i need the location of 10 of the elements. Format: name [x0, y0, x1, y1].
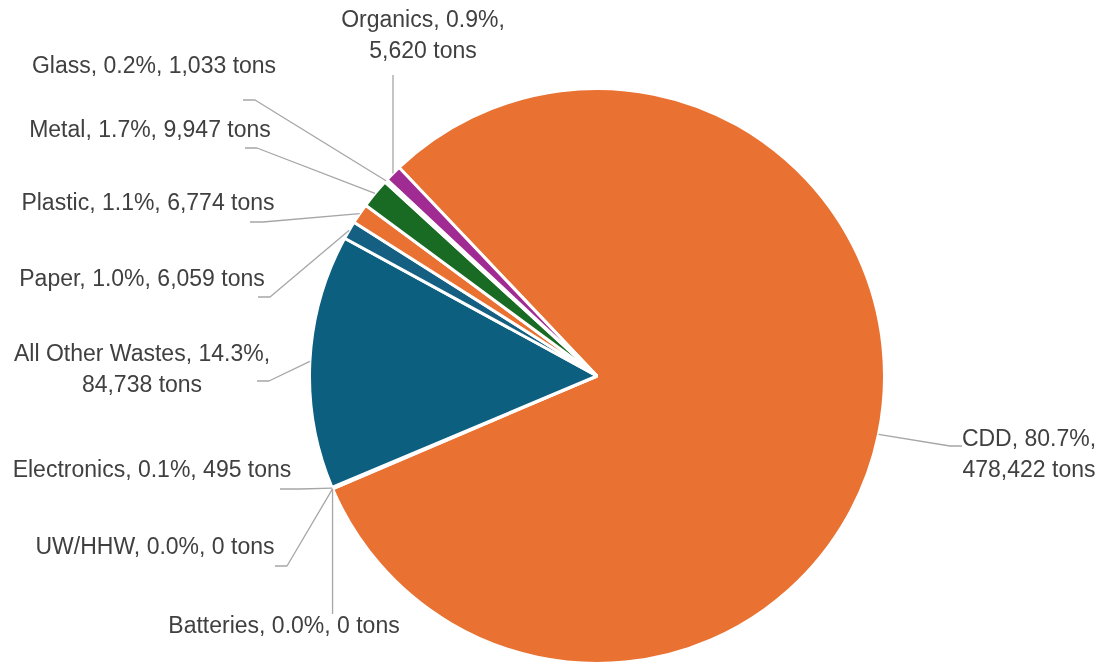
- category-label: Batteries, 0.0%, 0 tons: [168, 612, 400, 639]
- slice-label: Paper, 1.0%, 6,059 tons: [19, 265, 265, 292]
- slice-label: Electronics, 0.1%, 495 tons: [12, 456, 292, 483]
- slice-label: All Other Wastes, 14.3%, 84,738 tons: [13, 339, 271, 397]
- slice-label: CDD, 80.7%, 478,422 tons: [961, 424, 1097, 482]
- category-label: UW/HHW, 0.0%, 0 tons: [35, 533, 275, 560]
- slice-label: Glass, 0.2%, 1,033 tons: [31, 52, 277, 79]
- slice-label: Organics, 0.9%, 5,620 tons: [341, 5, 505, 63]
- slice-label: Plastic, 1.1%, 6,774 tons: [21, 189, 275, 216]
- slice-label: Metal, 1.7%, 9,947 tons: [29, 116, 271, 143]
